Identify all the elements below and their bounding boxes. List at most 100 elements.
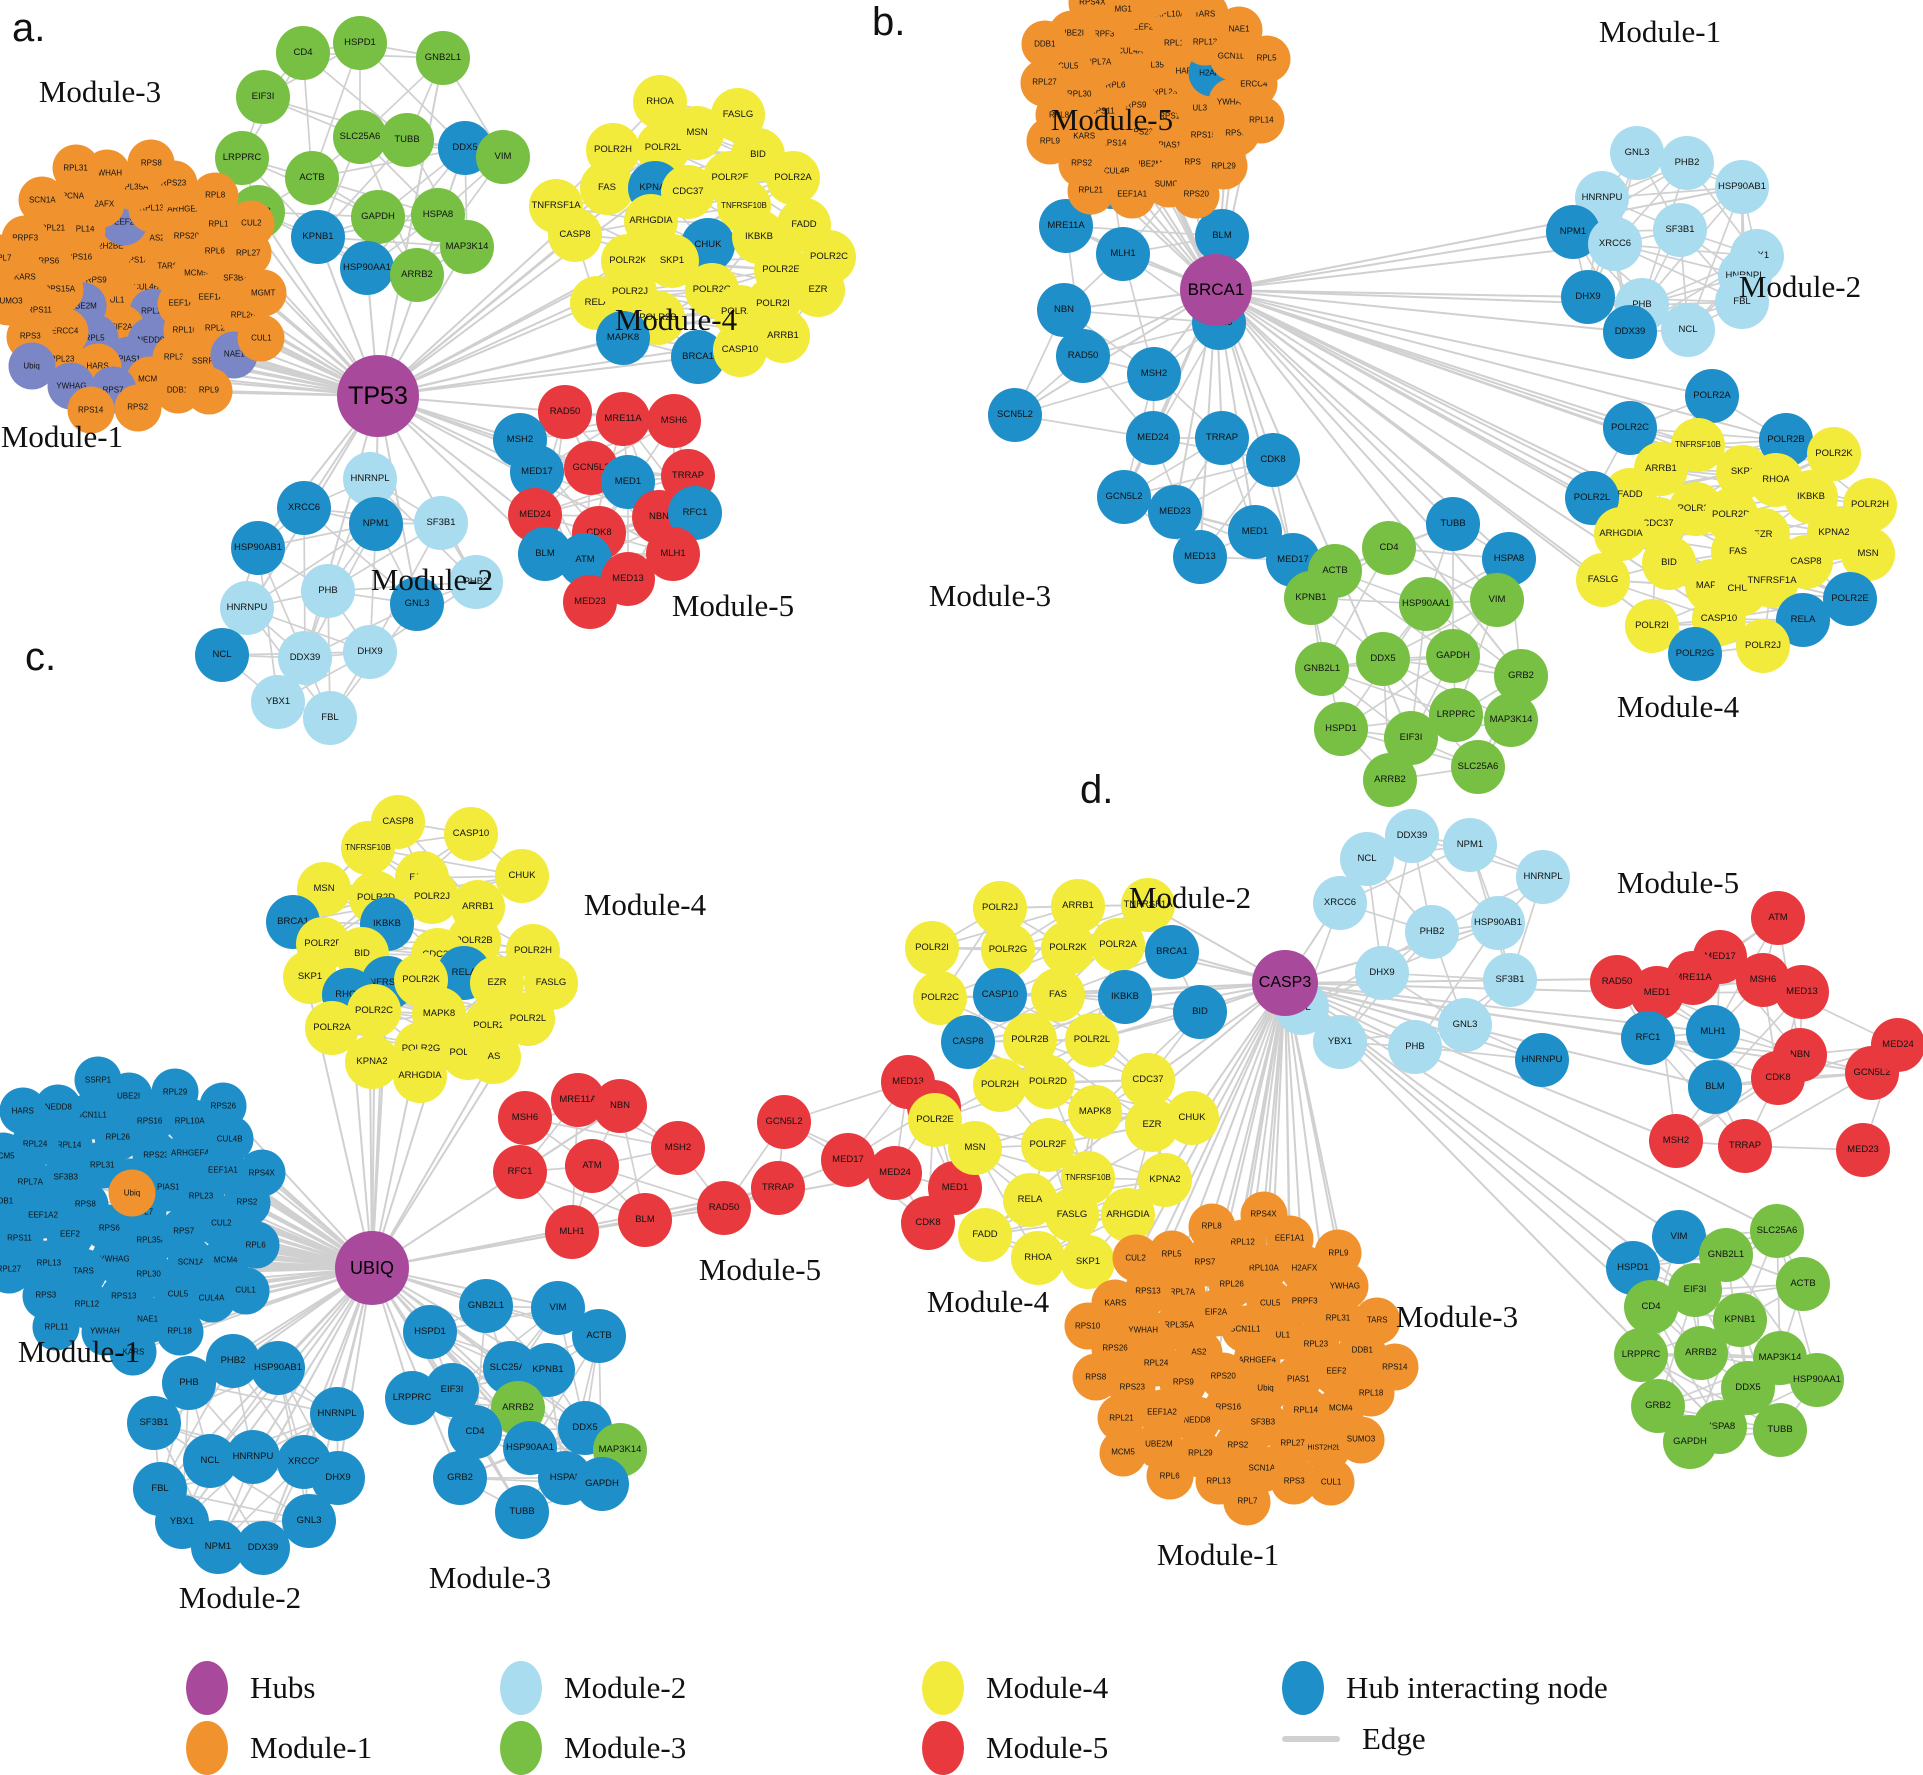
network-node-RPL11[interactable]: RPL11 <box>32 1303 80 1351</box>
network-node-RPS26[interactable]: RPS26 <box>199 1082 247 1130</box>
network-node-MED24[interactable]: MED24 <box>868 1146 922 1200</box>
network-node-PHB[interactable]: PHB <box>301 564 355 618</box>
network-node-RPL29[interactable]: RPL29 <box>151 1068 199 1116</box>
network-node-TNFRSF10B[interactable]: TNFRSF10B <box>341 821 395 875</box>
network-node-HSPD1[interactable]: HSPD1 <box>403 1305 457 1359</box>
network-node-LRPPRC[interactable]: LRPPRC <box>1429 688 1483 742</box>
network-node-POLR2A[interactable]: POLR2A <box>1091 918 1145 972</box>
network-node-GAPDH[interactable]: GAPDH <box>575 1457 629 1511</box>
network-node-ARRB2[interactable]: ARRB2 <box>1363 753 1417 807</box>
network-node-RPL18[interactable]: RPL18 <box>1347 1369 1395 1417</box>
network-node-ATM[interactable]: ATM <box>565 1139 619 1193</box>
network-node-RPL21[interactable]: RPL21 <box>1067 167 1115 215</box>
network-node-KARS[interactable]: KARS <box>109 1328 157 1376</box>
network-node-DHX9[interactable]: DHX9 <box>1561 270 1615 324</box>
network-node-KPNB1[interactable]: KPNB1 <box>1284 571 1338 625</box>
network-node-PHB2[interactable]: PHB2 <box>449 555 503 609</box>
network-node-LRPPRC[interactable]: LRPPRC <box>385 1371 439 1425</box>
network-node-TRRAP[interactable]: TRRAP <box>751 1161 805 1215</box>
network-node-NCL[interactable]: NCL <box>195 628 249 682</box>
network-node-RPS20[interactable]: RPS20 <box>0 1205 7 1253</box>
network-node-TUBB[interactable]: TUBB <box>495 1485 549 1539</box>
network-node-MSN[interactable]: MSN <box>948 1121 1002 1175</box>
network-node-Ubiq[interactable]: Ubiq <box>108 1169 156 1217</box>
network-node-MSH2[interactable]: MSH2 <box>1649 1114 1703 1168</box>
network-node-POLR2J[interactable]: POLR2J <box>1736 619 1790 673</box>
network-node-ARRB2[interactable]: ARRB2 <box>1674 1326 1728 1380</box>
network-node-RPL31[interactable]: RPL31 <box>52 144 100 192</box>
network-node-MSH2[interactable]: MSH2 <box>651 1121 705 1175</box>
network-node-MLH1[interactable]: MLH1 <box>545 1205 599 1259</box>
network-node-CUL1[interactable]: CUL1 <box>237 314 285 362</box>
network-node-CD4[interactable]: CD4 <box>276 26 330 80</box>
network-node-GNB2L1[interactable]: GNB2L1 <box>416 31 470 85</box>
network-node-PHB2[interactable]: PHB2 <box>1660 136 1714 190</box>
network-node-FAS[interactable]: FAS <box>1031 968 1085 1022</box>
network-node-GNL3[interactable]: GNL3 <box>1438 998 1492 1052</box>
network-node-FAS[interactable]: FAS <box>580 161 634 215</box>
network-node-IKBKB[interactable]: IKBKB <box>1098 970 1152 1024</box>
network-node-MLH1[interactable]: MLH1 <box>646 527 700 581</box>
network-node-HNRNPL[interactable]: HNRNPL <box>310 1387 364 1441</box>
network-node-SLC25A6[interactable]: SLC25A6 <box>1750 1204 1804 1258</box>
network-node-HNRNPL[interactable]: HNRNPL <box>1516 850 1570 904</box>
hub-node-TP53[interactable]: TP53 <box>337 355 419 437</box>
network-node-TNFRSF1A[interactable]: TNFRSF1A <box>1745 554 1799 608</box>
network-node-HNRNPU[interactable]: HNRNPU <box>1515 1033 1569 1087</box>
network-node-ACTB[interactable]: ACTB <box>572 1309 626 1363</box>
network-node-CUL2[interactable]: CUL2 <box>1112 1234 1160 1282</box>
network-node-RPS2[interactable]: RPS2 <box>114 384 162 432</box>
network-node-MLH1[interactable]: MLH1 <box>1096 227 1150 281</box>
network-node-POLR2A[interactable]: POLR2A <box>766 151 820 205</box>
network-node-RPL6[interactable]: RPL6 <box>232 1221 280 1269</box>
network-node-TARS[interactable]: TARS <box>1353 1297 1401 1345</box>
network-node-MED23[interactable]: MED23 <box>563 575 617 629</box>
network-node-TUBB[interactable]: TUBB <box>380 113 434 167</box>
network-node-RPS14[interactable]: RPS14 <box>1371 1343 1419 1391</box>
network-node-GCN5L2[interactable]: GCN5L2 <box>1097 470 1151 524</box>
network-node-CDK8[interactable]: CDK8 <box>1246 433 1300 487</box>
network-node-HSP90AB1[interactable]: HSP90AB1 <box>1471 896 1525 950</box>
network-node-VIM[interactable]: VIM <box>476 130 530 184</box>
network-node-DDB1[interactable]: DDB1 <box>1021 20 1069 68</box>
network-node-SUMO3[interactable]: SUMO3 <box>1337 1416 1385 1464</box>
network-node-RPS10[interactable]: RPS10 <box>1064 1302 1112 1350</box>
network-node-MCM5[interactable]: MCM5 <box>1099 1429 1147 1477</box>
network-node-YBX1[interactable]: YBX1 <box>1313 1015 1367 1069</box>
network-node-RPL5[interactable]: RPL5 <box>1243 35 1291 83</box>
network-node-GAPDH[interactable]: GAPDH <box>1663 1415 1717 1469</box>
network-node-RPS8[interactable]: RPS8 <box>127 139 175 187</box>
network-node-TRRAP[interactable]: TRRAP <box>1718 1119 1772 1173</box>
network-node-HNRNPU[interactable]: HNRNPU <box>226 1430 280 1484</box>
network-node-MSH2[interactable]: MSH2 <box>1127 347 1181 401</box>
network-node-KPNA2[interactable]: KPNA2 <box>345 1035 399 1089</box>
network-node-MED13[interactable]: MED13 <box>1775 965 1829 1019</box>
network-node-CHUK[interactable]: CHUK <box>1165 1091 1219 1145</box>
network-node-CHUK[interactable]: CHUK <box>495 849 549 903</box>
network-node-ACTB[interactable]: ACTB <box>1776 1257 1830 1311</box>
network-node-GNL3[interactable]: GNL3 <box>1610 126 1664 180</box>
network-node-POLR2J[interactable]: POLR2J <box>405 870 459 924</box>
network-node-RPL14[interactable]: RPL14 <box>1237 96 1285 144</box>
network-node-RPS8[interactable]: RPS8 <box>1072 1353 1120 1401</box>
network-node-POLR2A[interactable]: POLR2A <box>1685 369 1739 423</box>
network-node-FASLG[interactable]: FASLG <box>1045 1188 1099 1242</box>
network-node-DDX5[interactable]: DDX5 <box>1356 632 1410 686</box>
network-node-ARHGDIA[interactable]: ARHGDIA <box>393 1049 447 1103</box>
network-node-GAPDH[interactable]: GAPDH <box>1426 629 1480 683</box>
network-node-SKP1[interactable]: SKP1 <box>1061 1235 1115 1289</box>
network-node-POLR2H[interactable]: POLR2H <box>973 1058 1027 1112</box>
network-node-RPL9[interactable]: RPL9 <box>185 367 233 415</box>
network-node-KPNB1[interactable]: KPNB1 <box>291 210 345 264</box>
network-node-MSH6[interactable]: MSH6 <box>498 1091 552 1145</box>
network-node-CASP10[interactable]: CASP10 <box>444 807 498 861</box>
network-node-RPL7[interactable]: RPL7 <box>1223 1478 1271 1526</box>
network-node-HSP90AA1[interactable]: HSP90AA1 <box>1790 1353 1844 1407</box>
network-node-HNRNPU[interactable]: HNRNPU <box>220 581 274 635</box>
network-node-MED1[interactable]: MED1 <box>1630 966 1684 1020</box>
network-node-HIST2H2BE[interactable]: HIST2H2BE <box>1129 0 1176 17</box>
network-node-XRCC6[interactable]: XRCC6 <box>1313 876 1367 930</box>
network-node-TUBB[interactable]: TUBB <box>1753 1403 1807 1457</box>
network-node-XRCC6[interactable]: XRCC6 <box>277 481 331 535</box>
network-node-CUL2[interactable]: CUL2 <box>227 200 275 248</box>
